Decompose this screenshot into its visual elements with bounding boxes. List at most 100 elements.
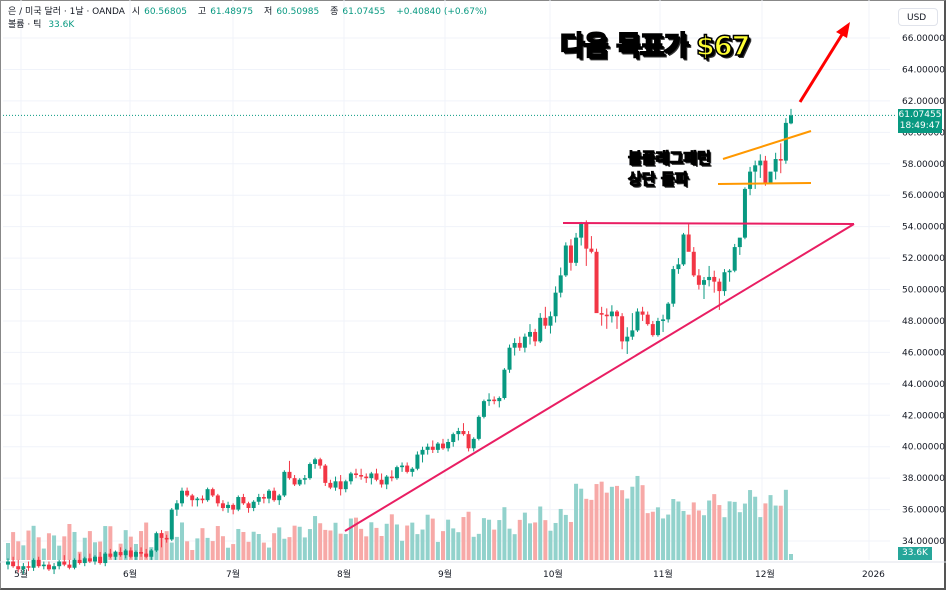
volume-bar [717,505,722,560]
volume-bar [389,514,394,560]
volume-bar [492,529,497,560]
volume-value: 33.6K [48,20,75,30]
volume-label[interactable]: 볼륨 · 틱 [8,20,42,30]
candle-body [154,533,159,551]
candle-body [205,489,210,501]
candle-body [82,558,87,564]
candle-body [420,449,425,455]
candle-body [118,552,123,556]
volume-bar [630,486,635,560]
volume-bar [251,531,256,560]
volume-bar [420,529,425,560]
candle-body [558,275,563,293]
volume-bar [348,518,353,560]
volume-legend: 볼륨 · 틱 33.6K [8,19,491,32]
volume-bar [108,526,113,560]
volume-bar [727,501,732,560]
candle-body [139,552,144,554]
candle-body [72,559,77,568]
candle-body [128,550,133,557]
volume-bar [215,526,220,560]
candle-body [210,489,215,496]
volume-bar [676,501,681,560]
volume-bar [768,495,773,560]
candle-body [502,369,507,398]
candle-body [405,465,410,472]
volume-bar [139,531,144,560]
volume-bar [36,537,41,560]
volume-bar [722,517,727,560]
volume-bar [52,535,57,560]
volume-bar [661,518,666,560]
candle-body [379,479,384,485]
candle-body [46,564,51,570]
candle-body [604,314,609,317]
volume-bar [62,536,67,560]
candle-body [57,561,62,567]
volume-bar [461,517,466,560]
candle-body [21,566,26,570]
last-price-tag: 61.07455 18:49:47 [898,109,942,133]
candle-body [584,223,589,249]
volume-bar [691,502,696,560]
volume-bar [98,541,103,560]
volume-bar [415,534,420,560]
volume-bar [87,531,92,560]
candle-body [563,245,568,276]
candle-body [343,481,348,490]
candle-body [476,416,481,439]
support-trendline [344,223,855,532]
candle-body [180,490,184,504]
volume-bar [696,510,701,560]
volume-bar [400,540,405,560]
candle-body [522,336,527,348]
candle-body [200,498,205,501]
candle-body [400,465,405,468]
candle-body [635,311,640,331]
candle-body [425,446,430,450]
price-tick: 48.00000 [902,317,945,327]
candle-body [732,247,737,271]
currency-button[interactable]: USD [898,8,938,26]
candle-body [241,497,246,504]
candle-body [103,553,108,564]
candle-body [16,566,21,570]
volume-bar [753,496,758,560]
candle-body [364,476,369,479]
volume-bar [425,514,430,560]
volume-bar [538,506,543,560]
volume-bar [154,548,159,560]
candle-body [681,234,686,265]
volume-bar [666,514,671,560]
candle-body [533,331,538,342]
candle-body [471,438,476,449]
candle-body [307,464,312,479]
candle-body [394,467,399,479]
candle-body [323,465,328,483]
volume-bar [410,522,415,560]
candle-body [302,478,307,480]
volume-bar [169,542,174,560]
candle-body [655,320,660,336]
candle-body [369,473,374,479]
candle-body [354,473,358,476]
candle-body [538,317,543,342]
volume-bar [164,531,169,560]
high-value: 고 61.48975 [197,7,254,17]
candle-body [215,495,220,504]
candle-body [164,537,169,540]
flag-text-2: 상단 돌파 [628,170,689,189]
volume-bar [333,522,338,560]
candle-body [67,564,72,568]
volume-bar [379,535,384,560]
time-tick: 6월 [123,568,137,580]
candle-body [517,342,522,348]
volume-bar [497,520,502,560]
candle-body [31,559,36,568]
price-tick: 62.00000 [902,97,945,107]
volume-bar [737,512,742,560]
candle-body [174,503,179,510]
symbol-title[interactable]: 은 / 미국 달러 · 1날 · OANDA [8,7,125,17]
